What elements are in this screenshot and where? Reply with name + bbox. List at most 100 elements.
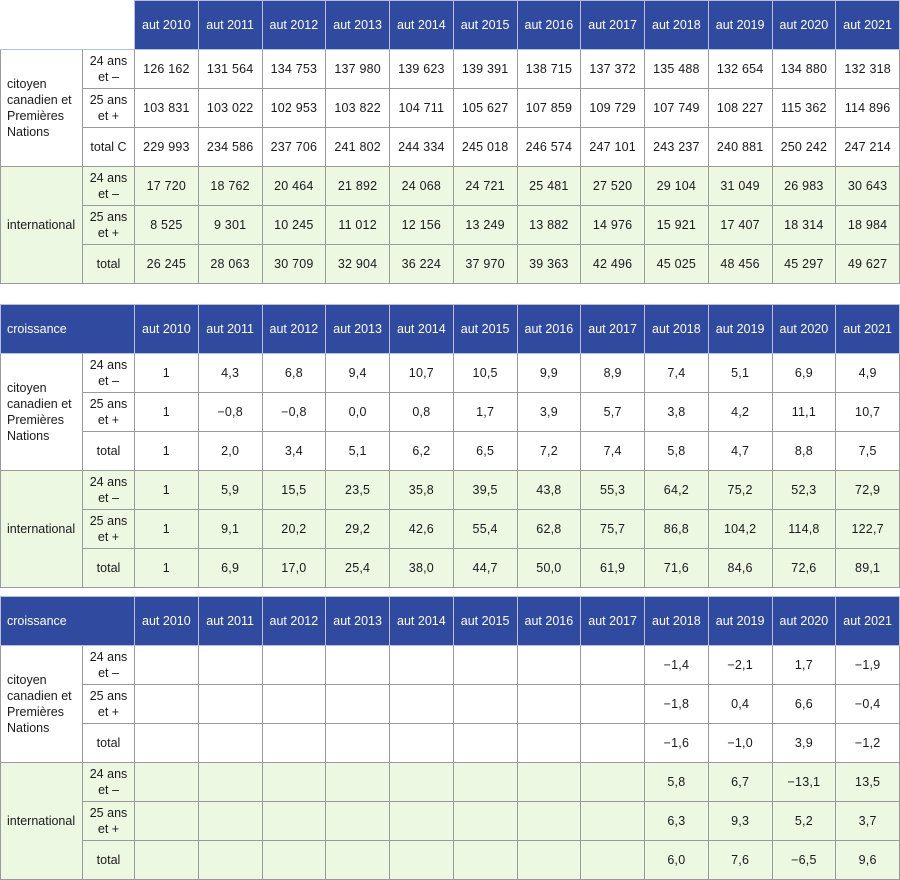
value-cell: 30 709	[261, 244, 327, 284]
value-cell: 15 921	[644, 205, 709, 245]
row-label: 25 ans et +	[82, 205, 135, 245]
value-cell: −13,1	[771, 762, 837, 802]
table-body: citoyen canadien et Premières Nations 24 …	[0, 645, 900, 880]
year-header: aut 2018	[644, 304, 709, 354]
value-cell: 13 882	[516, 205, 582, 245]
row-label: 24 ans et –	[82, 49, 135, 89]
value-cell: 229 993	[134, 127, 199, 167]
value-cell: 25,4	[325, 548, 390, 588]
value-cell: 10,5	[452, 353, 518, 393]
value-cell: 6,8	[261, 353, 327, 393]
value-cell: 55,4	[452, 509, 518, 549]
value-cell: 39 363	[516, 244, 582, 284]
year-header: aut 2012	[261, 304, 327, 354]
value-cell: 31 049	[707, 166, 773, 206]
value-cell: 5,8	[644, 431, 709, 471]
value-cell: 115 362	[771, 88, 837, 128]
value-cell	[516, 762, 582, 802]
value-cell: 17 407	[707, 205, 773, 245]
value-cell	[134, 801, 199, 841]
year-header: aut 2011	[197, 0, 263, 50]
year-header: aut 2015	[452, 0, 518, 50]
row-label: total	[82, 840, 135, 880]
value-cell: 0,4	[707, 684, 773, 724]
value-cell: −0,8	[197, 392, 263, 432]
value-cell: 13 249	[452, 205, 518, 245]
value-cell: 27 520	[580, 166, 645, 206]
value-cell: 3,9	[771, 723, 837, 763]
value-cell: 64,2	[644, 470, 709, 510]
value-cell: 6,6	[771, 684, 837, 724]
table-row: international 24 ans et – 5,8 6,7 −13,1 13,5	[0, 762, 900, 880]
value-cell: 103 831	[134, 88, 199, 128]
value-cell: 71,6	[644, 548, 709, 588]
value-cell	[325, 684, 390, 724]
value-cell	[516, 801, 582, 841]
value-cell: 1	[134, 548, 199, 588]
value-cell: 122,7	[835, 509, 900, 549]
group-label: international	[0, 166, 83, 284]
value-cell: 6,2	[389, 431, 454, 471]
value-cell: 52,3	[771, 470, 837, 510]
value-cell: 12 156	[389, 205, 454, 245]
value-cell: 29,2	[325, 509, 390, 549]
value-cell	[452, 684, 518, 724]
value-cell: 9,4	[325, 353, 390, 393]
table-row: total 6,0 7,6 −6,5 9,6	[1, 840, 900, 880]
table-row: 25 ans et +103 831 103 022 102 953 103 822 1…	[1, 88, 900, 128]
value-cell: 237 706	[261, 127, 327, 167]
value-cell: −1,8	[644, 684, 709, 724]
value-cell: 6,5	[452, 431, 518, 471]
value-cell: 49 627	[835, 244, 900, 284]
row-label: total	[82, 723, 135, 763]
value-cell: 1	[134, 470, 199, 510]
value-cell	[452, 801, 518, 841]
value-cell: 131 564	[197, 49, 263, 89]
value-cell: 8,8	[771, 431, 837, 471]
table-header: croissance aut 2010 aut 2011 aut 2012 au…	[0, 596, 900, 646]
value-cell	[580, 684, 645, 724]
value-cell: 139 391	[452, 49, 518, 89]
table-row: total 1 6,9 17,0 25,4 38,0 44,7 50,0 61,9 71,6 84,…	[1, 548, 900, 588]
row-label: 24 ans et –	[82, 470, 135, 510]
year-header: aut 2018	[644, 0, 709, 50]
row-label: total	[82, 244, 135, 284]
value-cell: 244 334	[389, 127, 454, 167]
table-growth-index: croissance aut 2010 aut 2011 aut 2012 au…	[0, 304, 900, 588]
value-cell: −6,5	[771, 840, 837, 880]
value-cell: 14 976	[580, 205, 645, 245]
value-cell: 132 318	[835, 49, 900, 89]
table-row: total 26 245 28 063 30 709 32 904 36 224 37 97…	[1, 244, 900, 284]
value-cell: −1,2	[835, 723, 900, 763]
value-cell	[134, 840, 199, 880]
value-cell: 104,2	[707, 509, 773, 549]
value-cell	[197, 801, 263, 841]
value-cell: 3,7	[835, 801, 900, 841]
year-header: aut 2013	[325, 304, 390, 354]
row-label: 25 ans et +	[82, 684, 135, 724]
group-label: international	[0, 762, 83, 880]
value-cell	[389, 762, 454, 802]
value-cell: 25 481	[516, 166, 582, 206]
row-label: total C	[82, 127, 135, 167]
value-cell: 23,5	[325, 470, 390, 510]
value-cell: 102 953	[261, 88, 327, 128]
value-cell: 50,0	[516, 548, 582, 588]
value-cell	[580, 801, 645, 841]
value-cell: 135 488	[644, 49, 709, 89]
value-cell: 62,8	[516, 509, 582, 549]
value-cell: 55,3	[580, 470, 645, 510]
value-cell: 35,8	[389, 470, 454, 510]
value-cell: 103 022	[197, 88, 263, 128]
value-cell: 18 762	[197, 166, 263, 206]
value-cell: 114 896	[835, 88, 900, 128]
year-header: aut 2011	[197, 304, 263, 354]
value-cell	[325, 723, 390, 763]
value-cell	[580, 645, 645, 685]
value-cell: −0,4	[835, 684, 900, 724]
year-header: aut 2015	[452, 304, 518, 354]
value-cell: 1	[134, 509, 199, 549]
year-header: aut 2013	[325, 596, 390, 646]
value-cell: 75,2	[707, 470, 773, 510]
value-cell: 246 574	[516, 127, 582, 167]
